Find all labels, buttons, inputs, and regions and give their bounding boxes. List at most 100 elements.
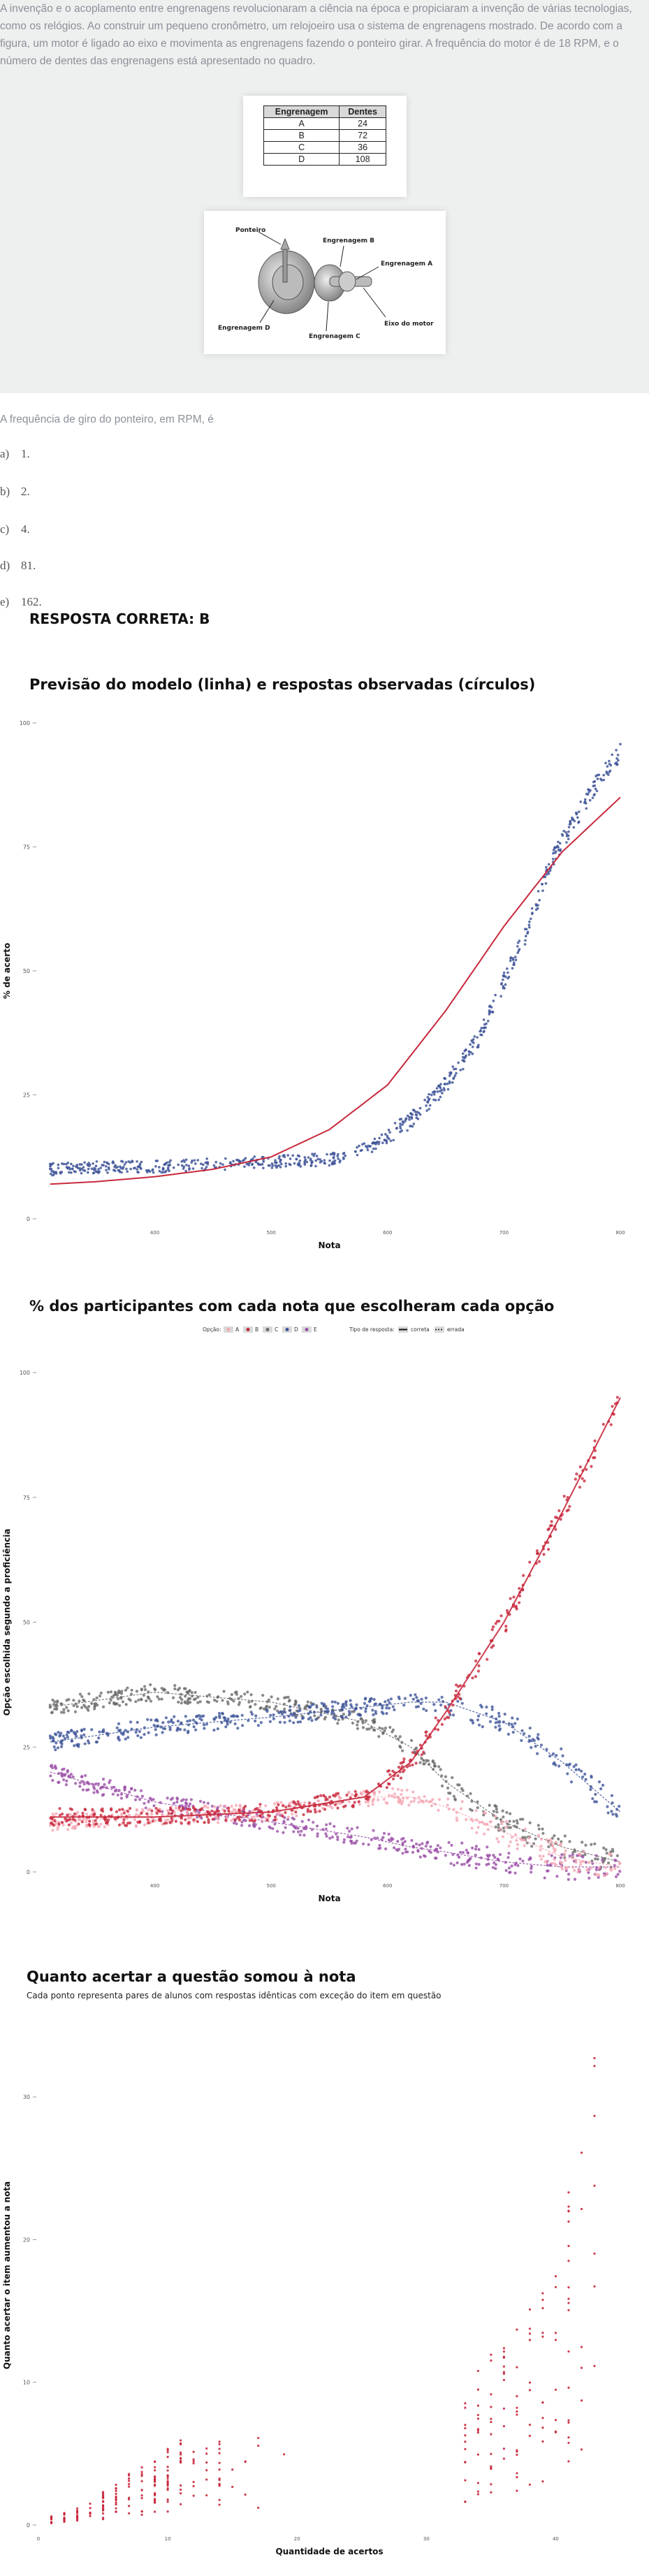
- observed-point: [547, 863, 550, 866]
- option-d-point: [568, 1762, 571, 1766]
- observed-point: [279, 1162, 283, 1166]
- option-a-point: [606, 1872, 609, 1875]
- option-c-point: [265, 1704, 269, 1708]
- option-b-point: [593, 1439, 597, 1442]
- option-b-point: [332, 1794, 335, 1797]
- gear-figure-card: Ponteiro Engrenagem B Engrenagem A Eixo …: [204, 211, 446, 354]
- option-c-point: [156, 1695, 159, 1699]
- option-a-point: [56, 1828, 59, 1831]
- option-b-point: [189, 1812, 194, 1815]
- option-d-point: [434, 1708, 437, 1713]
- option-b[interactable]: b) 2.: [0, 485, 30, 499]
- option-d[interactable]: d) 81.: [0, 559, 36, 573]
- observed-point: [99, 1166, 102, 1169]
- option-b-point: [411, 1750, 415, 1755]
- option-c[interactable]: c) 4.: [0, 522, 30, 536]
- option-b-point: [314, 1810, 317, 1814]
- option-c-point: [313, 1714, 316, 1718]
- option-e-point: [268, 1825, 271, 1829]
- option-d-point: [372, 1698, 376, 1702]
- observed-point: [476, 1036, 479, 1039]
- x-tick-label: 0: [37, 2536, 40, 2542]
- option-e-point: [530, 1866, 533, 1871]
- pair-point: [593, 2114, 596, 2117]
- option-c-point: [62, 1708, 66, 1711]
- option-b-point: [328, 1795, 332, 1799]
- observed-point: [426, 1096, 430, 1099]
- option-d-point: [228, 1720, 232, 1724]
- option-a-point: [597, 1866, 601, 1869]
- option-a-point: [256, 1815, 259, 1818]
- observed-point: [511, 957, 515, 960]
- gear-b-shape: [272, 264, 304, 300]
- option-d-point: [424, 1696, 428, 1700]
- option-c-point: [541, 1831, 545, 1835]
- option-e-point: [486, 1854, 489, 1857]
- option-b-point: [91, 1808, 94, 1811]
- option-d-point: [289, 1708, 292, 1712]
- teeth-cell: 108: [339, 153, 386, 166]
- option-d-point: [330, 1700, 334, 1704]
- option-b-point: [170, 1816, 173, 1820]
- observed-point: [537, 904, 539, 907]
- option-a[interactable]: a) 1.: [0, 447, 30, 461]
- option-c-point: [361, 1721, 365, 1725]
- pair-point: [231, 2485, 234, 2488]
- option-d-point: [374, 1712, 378, 1715]
- option-d-point: [136, 1734, 140, 1738]
- option-b-point: [601, 1423, 605, 1426]
- legend-dot-c: [265, 1328, 270, 1331]
- teeth-cell: 36: [339, 141, 386, 154]
- option-b-point: [313, 1796, 316, 1799]
- option-d-point: [397, 1695, 400, 1699]
- option-e-point: [543, 1876, 546, 1880]
- option-d-point: [54, 1748, 57, 1752]
- observed-point: [205, 1157, 209, 1160]
- option-c-point: [523, 1836, 527, 1839]
- option-b-point: [238, 1815, 242, 1819]
- option-e-point: [49, 1764, 53, 1768]
- option-e-point: [316, 1832, 319, 1836]
- option-e-point: [373, 1836, 377, 1840]
- pair-point: [580, 2448, 583, 2451]
- option-d-point: [420, 1697, 423, 1701]
- option-c-point: [414, 1746, 418, 1750]
- option-d-point: [167, 1720, 170, 1724]
- observed-point: [559, 848, 562, 851]
- pair-point: [567, 2350, 570, 2353]
- option-d-point: [358, 1713, 363, 1717]
- pair-point: [567, 2301, 570, 2304]
- option-c-point: [276, 1697, 279, 1701]
- option-b-point: [224, 1818, 228, 1822]
- observed-point: [232, 1159, 235, 1163]
- option-e-point: [447, 1840, 451, 1844]
- option-e[interactable]: e) 162.: [0, 595, 42, 609]
- option-a-point: [446, 1797, 450, 1801]
- observed-point: [449, 1071, 451, 1074]
- gear-cell: B: [263, 129, 340, 142]
- option-e-point: [64, 1773, 67, 1776]
- option-c-point: [62, 1711, 66, 1714]
- option-a-point: [75, 1824, 78, 1828]
- observed-point: [180, 1164, 184, 1167]
- observed-point: [108, 1162, 110, 1166]
- option-c-point: [173, 1687, 177, 1690]
- pair-point: [140, 2473, 143, 2475]
- option-a-point: [231, 1810, 234, 1814]
- option-e-point: [258, 1827, 261, 1830]
- option-a-point: [431, 1798, 435, 1801]
- observed-point: [611, 753, 613, 756]
- option-b-point: [205, 1815, 209, 1819]
- option-e-point: [202, 1801, 205, 1804]
- option-a-point: [396, 1787, 400, 1791]
- observed-point: [545, 865, 548, 869]
- option-a-point: [54, 1812, 58, 1815]
- option-b-point: [154, 1806, 158, 1810]
- pair-point: [101, 2501, 105, 2503]
- option-c-point: [59, 1702, 63, 1706]
- option-a-point: [378, 1790, 381, 1794]
- option-e-point: [487, 1862, 490, 1866]
- option-e-point: [452, 1864, 455, 1867]
- option-e-point: [330, 1835, 335, 1839]
- observed-point: [605, 770, 608, 773]
